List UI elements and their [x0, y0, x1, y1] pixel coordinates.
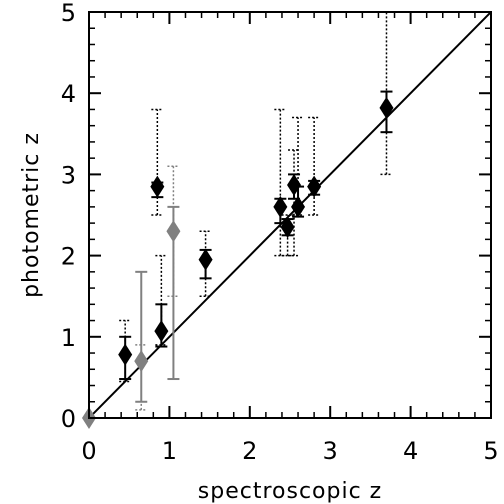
series-0-point-9-marker [379, 96, 394, 119]
x-tick-label: 0 [81, 437, 96, 465]
series-0-point-8-marker [307, 175, 322, 198]
series-0-point-4-marker [273, 195, 288, 218]
series-1-point-2-marker [166, 220, 181, 243]
series-0-point-3-marker [198, 248, 213, 271]
y-tick-label: 4 [61, 80, 76, 108]
x-tick-label: 2 [242, 437, 257, 465]
x-axis-title: spectroscopic z [198, 479, 382, 504]
x-tick-label: 5 [483, 437, 498, 465]
y-axis-title: photometric z [19, 132, 44, 298]
y-tick-label: 2 [61, 243, 76, 271]
series-1-point-1-marker [134, 350, 149, 373]
y-tick-label: 0 [61, 405, 76, 433]
x-tick-label: 4 [403, 437, 418, 465]
y-tick-label: 5 [61, 0, 76, 27]
series-0-point-7-marker [291, 195, 306, 218]
series-0-point-2-marker [154, 320, 169, 343]
plot-frame [88, 11, 492, 419]
x-tick-label: 1 [162, 437, 177, 465]
x-tick-label: 3 [323, 437, 338, 465]
y-tick-label: 3 [61, 161, 76, 189]
plot-layer [82, 11, 491, 429]
series-0-point-0-marker [118, 343, 133, 366]
axes-layer: 0 1 2 3 4 5 0 1 2 3 4 5 [61, 0, 499, 465]
series-0-point-1-marker [150, 175, 165, 198]
y-tick-label: 1 [61, 324, 76, 352]
series-0-point-5-marker [280, 216, 295, 239]
